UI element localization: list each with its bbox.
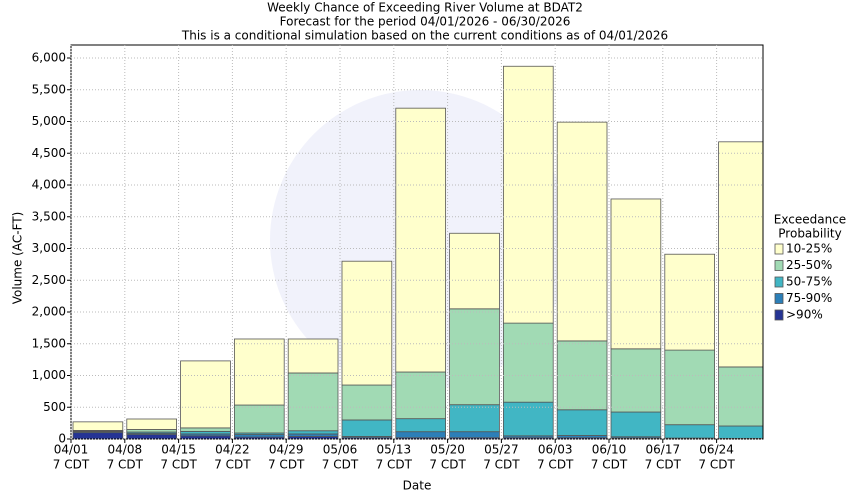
legend-swatch <box>774 243 784 255</box>
y-tick-label: 4,000 <box>32 178 66 192</box>
bar-segment <box>233 338 285 406</box>
y-tick-label: 1,500 <box>32 336 66 350</box>
x-tick-sublabel: 7 CDT <box>591 458 628 472</box>
x-tick-label: 05/20 <box>430 443 465 457</box>
legend-title: Exceedance <box>774 213 846 227</box>
bar-segment <box>664 349 715 426</box>
x-tick-sublabel: 7 CDT <box>537 458 574 472</box>
bar-segment <box>610 348 662 413</box>
x-tick-sublabel: 7 CDT <box>268 458 305 472</box>
x-tick-sublabel: 7 CDT <box>483 458 520 472</box>
bar-segment <box>72 432 124 440</box>
bar-segment <box>610 411 662 438</box>
bar-segment <box>395 107 446 373</box>
y-tick-label: 1,000 <box>32 368 66 382</box>
bar-segment <box>72 421 124 431</box>
bar-segment <box>664 424 715 439</box>
legend-label: 10-25% <box>786 242 832 256</box>
x-tick-label: 05/13 <box>377 443 412 457</box>
bar-segment <box>180 427 231 432</box>
chart-title: Weekly Chance of Exceeding River Volume … <box>267 1 583 15</box>
x-tick-sublabel: 7 CDT <box>698 458 735 472</box>
bar-segment <box>502 65 554 324</box>
x-tick-label: 06/24 <box>699 443 734 457</box>
x-tick-label: 06/03 <box>538 443 573 457</box>
legend-label: 25-50% <box>786 258 832 272</box>
x-tick-sublabel: 7 CDT <box>53 458 90 472</box>
y-tick-label: 5,000 <box>32 114 66 128</box>
legend-swatch <box>774 309 784 321</box>
chart-subtitle: Forecast for the period 04/01/2026 - 06/… <box>280 15 571 29</box>
legend-swatch <box>774 276 784 288</box>
bar-segment <box>556 409 608 436</box>
y-axis-label: Volume (AC-FT) <box>11 212 25 305</box>
legend-swatch <box>774 260 784 271</box>
x-tick-sublabel: 7 CDT <box>107 458 144 472</box>
bar-segment <box>395 431 446 439</box>
y-tick-label: 3,000 <box>32 241 66 255</box>
bar-segment <box>449 404 500 433</box>
bar-segment <box>664 253 715 351</box>
legend-swatch <box>774 293 784 304</box>
bar-segment <box>180 360 231 429</box>
y-tick-label: 2,500 <box>32 273 66 287</box>
x-tick-label: 04/15 <box>161 443 196 457</box>
x-tick-sublabel: 7 CDT <box>645 458 682 472</box>
x-tick-sublabel: 7 CDT <box>376 458 413 472</box>
x-tick-sublabel: 7 CDT <box>214 458 251 472</box>
x-tick-label: 04/08 <box>108 443 143 457</box>
legend-label: 50-75% <box>786 275 832 289</box>
x-tick-sublabel: 7 CDT <box>429 458 466 472</box>
x-tick-label: 04/01 <box>54 443 89 457</box>
bar-segment <box>449 308 500 406</box>
bar-segment <box>718 366 763 427</box>
bar-segment <box>126 434 178 440</box>
bar-segment <box>718 141 763 368</box>
x-axis-label: Date <box>403 479 432 493</box>
bar-segment <box>395 371 446 420</box>
y-tick-label: 0 <box>58 432 66 446</box>
bar-segment <box>287 372 339 432</box>
bar-segment <box>395 418 446 433</box>
x-tick-label: 05/06 <box>323 443 358 457</box>
y-tick-label: 500 <box>43 400 66 414</box>
y-tick-label: 2,000 <box>32 305 66 319</box>
chart-subtitle: This is a conditional simulation based o… <box>181 29 668 43</box>
x-tick-label: 06/17 <box>646 443 681 457</box>
bar-segment <box>449 232 500 310</box>
bar-segment <box>341 419 393 437</box>
bar-segment <box>287 338 339 374</box>
bar-segment <box>126 418 178 430</box>
bar-segment <box>341 260 393 386</box>
bar-segment <box>502 322 554 403</box>
bar-segment <box>287 430 339 435</box>
y-tick-label: 6,000 <box>32 51 66 65</box>
x-tick-sublabel: 7 CDT <box>160 458 197 472</box>
plot-area <box>72 65 763 440</box>
bar-segment <box>449 431 500 439</box>
bar-segment <box>341 384 393 421</box>
bar-segment <box>233 404 285 434</box>
y-tick-label: 4,500 <box>32 146 66 160</box>
legend-title: Probability <box>778 227 841 241</box>
x-tick-label: 05/27 <box>484 443 519 457</box>
x-tick-label: 06/10 <box>592 443 627 457</box>
bar-segment <box>556 340 608 411</box>
y-tick-label: 5,500 <box>32 82 66 96</box>
x-tick-label: 04/29 <box>269 443 304 457</box>
x-tick-label: 04/22 <box>215 443 250 457</box>
bar-segment <box>718 425 763 439</box>
bar-segment <box>556 121 608 342</box>
legend-label: >90% <box>786 308 823 322</box>
x-tick-sublabel: 7 CDT <box>322 458 359 472</box>
legend-label: 75-90% <box>786 291 832 305</box>
y-tick-label: 3,500 <box>32 209 66 223</box>
bar-segment <box>610 198 662 350</box>
